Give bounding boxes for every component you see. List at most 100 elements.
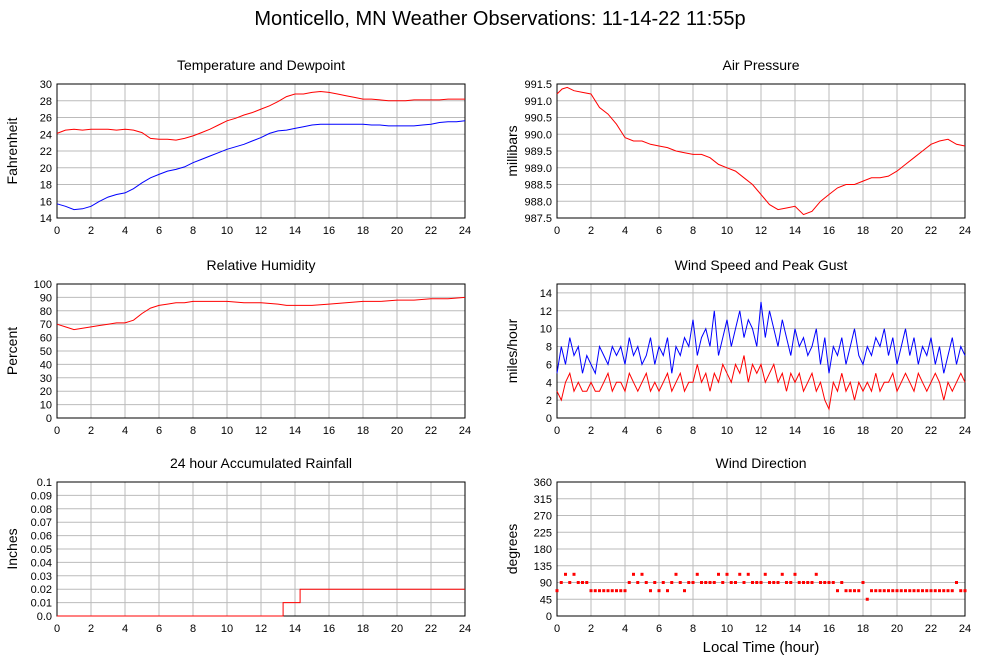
data-point xyxy=(959,589,963,593)
x-tick-label: 4 xyxy=(122,425,128,437)
x-tick-label: 6 xyxy=(656,425,662,437)
data-point xyxy=(708,581,712,584)
x-tick-label: 4 xyxy=(122,225,128,237)
x-tick-label: 12 xyxy=(755,425,767,437)
x-tick-label: 10 xyxy=(721,225,733,237)
x-tick-label: 20 xyxy=(391,225,403,237)
plot-frame xyxy=(556,283,966,419)
y-tick-label: 0 xyxy=(546,611,552,623)
x-tick-label: 12 xyxy=(255,225,267,237)
data-point xyxy=(644,581,648,584)
x-tick-label: 6 xyxy=(656,225,662,237)
data-point xyxy=(844,589,848,593)
chart-title: Air Pressure xyxy=(722,57,799,73)
data-point xyxy=(785,581,788,584)
data-point xyxy=(840,581,844,584)
chart-title: Relative Humidity xyxy=(207,257,316,273)
x-tick-label: 6 xyxy=(156,425,162,437)
data-point xyxy=(695,572,699,576)
y-tick-label: 80 xyxy=(40,306,52,318)
x-tick-label: 16 xyxy=(823,623,835,635)
data-point xyxy=(636,581,640,584)
x-tick-label: 14 xyxy=(789,425,801,437)
y-tick-label: 24 xyxy=(40,129,52,141)
data-point xyxy=(870,589,873,593)
x-tick-label: 4 xyxy=(622,225,628,237)
y-tick-label: 100 xyxy=(34,279,52,291)
y-tick-label: 14 xyxy=(540,288,552,300)
data-point xyxy=(904,589,907,593)
series-line xyxy=(556,86,966,216)
chart-title: Temperature and Dewpoint xyxy=(177,57,345,73)
x-tick-label: 16 xyxy=(323,225,335,237)
x-tick-label: 6 xyxy=(156,623,162,635)
y-tick-label: 0.07 xyxy=(31,517,52,529)
x-tick-label: 8 xyxy=(690,225,696,237)
x-tick-label: 12 xyxy=(255,623,267,635)
data-point xyxy=(585,581,589,584)
y-tick-label: 10 xyxy=(540,324,552,336)
data-point xyxy=(615,589,618,593)
y-tick-label: 16 xyxy=(40,196,52,208)
y-tick-label: 4 xyxy=(546,377,552,389)
y-tick-label: 0.06 xyxy=(31,531,52,543)
data-point xyxy=(797,581,801,584)
x-tick-label: 20 xyxy=(891,425,903,437)
y-tick-label: 315 xyxy=(534,494,552,506)
x-tick-label: 14 xyxy=(789,623,801,635)
y-tick-label: 0.03 xyxy=(31,571,52,583)
data-point xyxy=(683,589,686,593)
direction-chart: 0 2 4 6 8 10 12 14 16 18 20 22 240459013518022527031… xyxy=(504,455,971,635)
x-tick-label: 2 xyxy=(588,225,594,237)
rain-chart: 0 2 4 6 8 10 12 14 16 18 20 22 240.00.010.020.030.04… xyxy=(4,455,471,635)
y-tick-label: 45 xyxy=(540,594,552,606)
x-tick-label: 22 xyxy=(425,225,437,237)
data-point xyxy=(836,589,839,593)
y-tick-label: 0.08 xyxy=(31,504,52,516)
y-tick-label: 26 xyxy=(40,113,52,125)
data-point xyxy=(853,589,856,593)
data-point xyxy=(700,581,703,584)
data-point xyxy=(772,581,776,584)
plot-frame xyxy=(556,481,966,617)
data-point xyxy=(763,572,767,576)
plot-frame xyxy=(56,283,466,419)
series-line xyxy=(556,301,966,375)
page-title: Monticello, MN Weather Observations: 11-… xyxy=(254,8,746,30)
x-tick-label: 10 xyxy=(721,623,733,635)
x-tick-label: 10 xyxy=(221,623,233,635)
data-point xyxy=(674,572,678,576)
x-tick-label: 4 xyxy=(622,425,628,437)
data-point xyxy=(768,581,771,584)
x-tick-label: 0 xyxy=(554,623,560,635)
y-axis-label: Percent xyxy=(4,327,20,375)
data-point xyxy=(823,581,827,584)
data-point xyxy=(649,589,652,593)
data-point xyxy=(704,581,708,584)
data-point xyxy=(806,581,810,584)
x-tick-label: 18 xyxy=(857,623,869,635)
x-tick-label: 2 xyxy=(88,225,94,237)
y-tick-label: 70 xyxy=(40,319,52,331)
y-axis-label: Fahrenheit xyxy=(4,117,20,184)
data-point xyxy=(814,572,818,576)
data-point xyxy=(861,581,865,584)
y-tick-label: 0.04 xyxy=(31,557,52,569)
y-tick-label: 360 xyxy=(534,477,552,489)
temp-chart: 0 2 4 6 8 10 12 14 16 18 20 22 24141618202224262830T… xyxy=(4,57,471,237)
x-tick-label: 14 xyxy=(289,623,301,635)
data-point xyxy=(576,581,580,584)
data-point xyxy=(738,572,742,576)
y-tick-label: 18 xyxy=(40,180,52,192)
data-point xyxy=(963,589,967,593)
x-tick-label: 0 xyxy=(54,225,60,237)
data-point xyxy=(848,589,852,593)
x-tick-label: 16 xyxy=(823,425,835,437)
y-tick-label: 30 xyxy=(40,373,52,385)
data-point xyxy=(572,572,576,576)
x-tick-label: 22 xyxy=(925,225,937,237)
y-tick-label: 987.5 xyxy=(524,213,552,225)
y-tick-label: 0.0 xyxy=(37,611,52,623)
